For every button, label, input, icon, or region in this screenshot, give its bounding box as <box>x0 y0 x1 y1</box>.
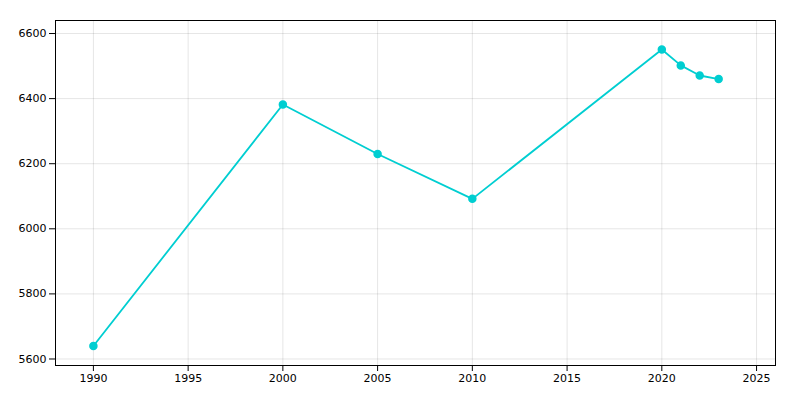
svg-text:2005: 2005 <box>364 372 392 385</box>
svg-text:2020: 2020 <box>648 372 676 385</box>
svg-text:6200: 6200 <box>19 157 47 170</box>
svg-text:1995: 1995 <box>174 372 202 385</box>
svg-text:5800: 5800 <box>19 287 47 300</box>
svg-text:2025: 2025 <box>743 372 771 385</box>
svg-text:2015: 2015 <box>553 372 581 385</box>
svg-text:2010: 2010 <box>458 372 486 385</box>
svg-text:6400: 6400 <box>19 92 47 105</box>
svg-text:6600: 6600 <box>19 27 47 40</box>
svg-text:6000: 6000 <box>19 222 47 235</box>
svg-text:1990: 1990 <box>79 372 107 385</box>
svg-text:2000: 2000 <box>269 372 297 385</box>
svg-text:5600: 5600 <box>19 353 47 366</box>
